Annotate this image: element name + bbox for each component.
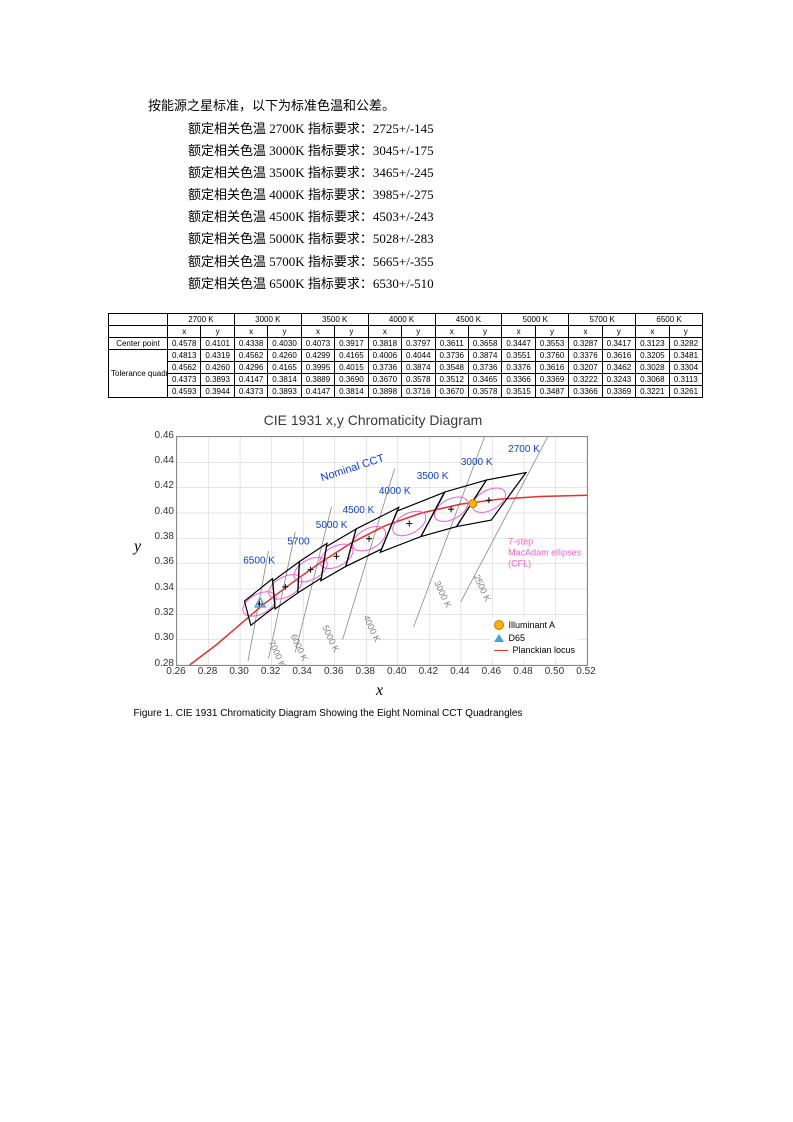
spec-line: 额定相关色温 6500K 指标要求：6530+/-510 [188,273,683,295]
x-tick: 0.28 [193,666,223,677]
x-tick: 0.52 [571,666,601,677]
spec-line: 额定相关色温 5700K 指标要求：5665+/-355 [188,251,683,273]
legend-planckian: Planckian locus [494,644,575,657]
svg-text:4000 K: 4000 K [379,486,411,497]
x-axis-label: x [376,682,383,700]
svg-text:5000 K: 5000 K [316,520,348,531]
y-tick: 0.40 [144,506,174,517]
y-tick: 0.42 [144,480,174,491]
legend: Illuminant A D65 Planckian locus [490,617,579,659]
x-tick: 0.30 [224,666,254,677]
chromaticity-chart: CIE 1931 x,y Chromaticity Diagram y x 27… [108,412,598,719]
svg-text:6500 K: 6500 K [243,555,275,566]
x-tick: 0.40 [382,666,412,677]
y-axis-label: y [134,538,141,556]
y-tick: 0.30 [144,632,174,643]
y-tick: 0.32 [144,607,174,618]
y-tick: 0.34 [144,582,174,593]
x-tick: 0.50 [539,666,569,677]
svg-text:5700: 5700 [287,536,310,547]
svg-text:4000 K: 4000 K [361,613,382,643]
x-tick: 0.26 [161,666,191,677]
y-tick: 0.38 [144,531,174,542]
svg-text:Nominal CCT: Nominal CCT [319,452,386,484]
svg-text:4500 K: 4500 K [343,505,375,516]
tolerance-table: 2700 K3000 K3500 K4000 K4500 K5000 K5700… [108,313,703,398]
y-tick: 0.44 [144,455,174,466]
svg-text:3000 K: 3000 K [432,579,453,609]
x-tick: 0.38 [350,666,380,677]
svg-text:2500 K: 2500 K [472,573,493,603]
x-tick: 0.44 [445,666,475,677]
plot-area: 2700 K 3000 K 3500 K 4000 K 4500 K 5000 K 5700… [176,436,588,666]
spec-line: 额定相关色温 4500K 指标要求：4503+/-243 [188,206,683,228]
spec-line: 额定相关色温 2700K 指标要求：2725+/-145 [188,118,683,140]
x-tick: 0.48 [508,666,538,677]
svg-text:3500 K: 3500 K [417,471,449,482]
spec-line: 额定相关色温 5000K 指标要求：5028+/-283 [188,228,683,250]
x-tick: 0.32 [256,666,286,677]
svg-text:MacAdam ellipses: MacAdam ellipses [508,547,582,557]
svg-text:2700 K: 2700 K [508,444,540,455]
legend-d65: D65 [494,632,575,645]
spec-line: 额定相关色温 4000K 指标要求：3985+/-275 [188,184,683,206]
y-tick: 0.36 [144,556,174,567]
svg-text:7-step: 7-step [508,536,533,546]
x-tick: 0.34 [287,666,317,677]
svg-text:3000 K: 3000 K [461,457,493,468]
intro-text: 按能源之星标准，以下为标准色温和公差。 [148,95,683,114]
spec-line: 额定相关色温 3500K 指标要求：3465+/-245 [188,162,683,184]
chart-title: CIE 1931 x,y Chromaticity Diagram [148,412,598,428]
x-tick: 0.36 [319,666,349,677]
y-tick: 0.46 [144,430,174,441]
spec-line: 额定相关色温 3000K 指标要求：3045+/-175 [188,140,683,162]
chart-caption: Figure 1. CIE 1931 Chromaticity Diagram … [68,708,588,719]
legend-illuminant-a: Illuminant A [494,619,575,632]
x-tick: 0.42 [413,666,443,677]
svg-text:(CFL): (CFL) [508,558,531,568]
svg-text:5000 K: 5000 K [320,623,341,653]
spec-list: 额定相关色温 2700K 指标要求：2725+/-145额定相关色温 3000K… [148,118,683,295]
svg-text:6000 K: 6000 K [289,632,310,662]
x-tick: 0.46 [476,666,506,677]
